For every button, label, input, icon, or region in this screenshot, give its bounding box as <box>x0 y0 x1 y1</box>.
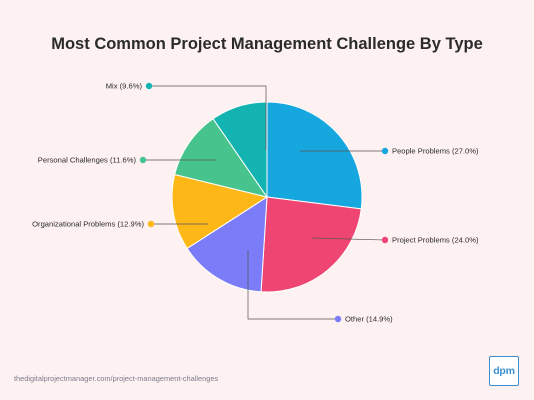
pie-slice-organizational-problems <box>171 173 269 250</box>
slice-label: Mix (9.6%) <box>106 82 143 91</box>
source-url[interactable]: thedigitalprojectmanager.com/project-man… <box>14 374 219 383</box>
slice-label: Other (14.9%) <box>345 315 393 324</box>
slice-label: Project Problems (24.0%) <box>392 236 479 245</box>
slice-label: People Problems (27.0%) <box>392 147 479 156</box>
legend-dot <box>145 82 153 90</box>
label-leader-lines <box>139 82 389 323</box>
legend-dot <box>334 315 342 323</box>
dpm-logo: dpm <box>489 356 519 386</box>
pie-slices <box>171 101 363 293</box>
pie-slice-other <box>186 196 268 293</box>
slice-label: Organizational Problems (12.9%) <box>32 220 144 229</box>
pie-slice-personal-challenges <box>174 118 269 198</box>
pie-slice-project-problems <box>260 196 362 293</box>
slice-label: Personal Challenges (11.6%) <box>38 156 137 165</box>
slice-labels: People Problems (27.0%) Project Problems … <box>32 82 479 324</box>
leader-line <box>311 237 386 241</box>
legend-dot <box>147 220 155 228</box>
leader-line <box>247 250 338 320</box>
pie-slice-people-problems <box>266 101 363 210</box>
chart-title: Most Common Project Management Challenge… <box>51 35 483 53</box>
leader-line <box>149 85 267 150</box>
pie-slice-mix <box>212 101 268 199</box>
legend-dot <box>381 147 389 155</box>
legend-dot <box>381 236 389 244</box>
legend-dot <box>139 156 147 164</box>
